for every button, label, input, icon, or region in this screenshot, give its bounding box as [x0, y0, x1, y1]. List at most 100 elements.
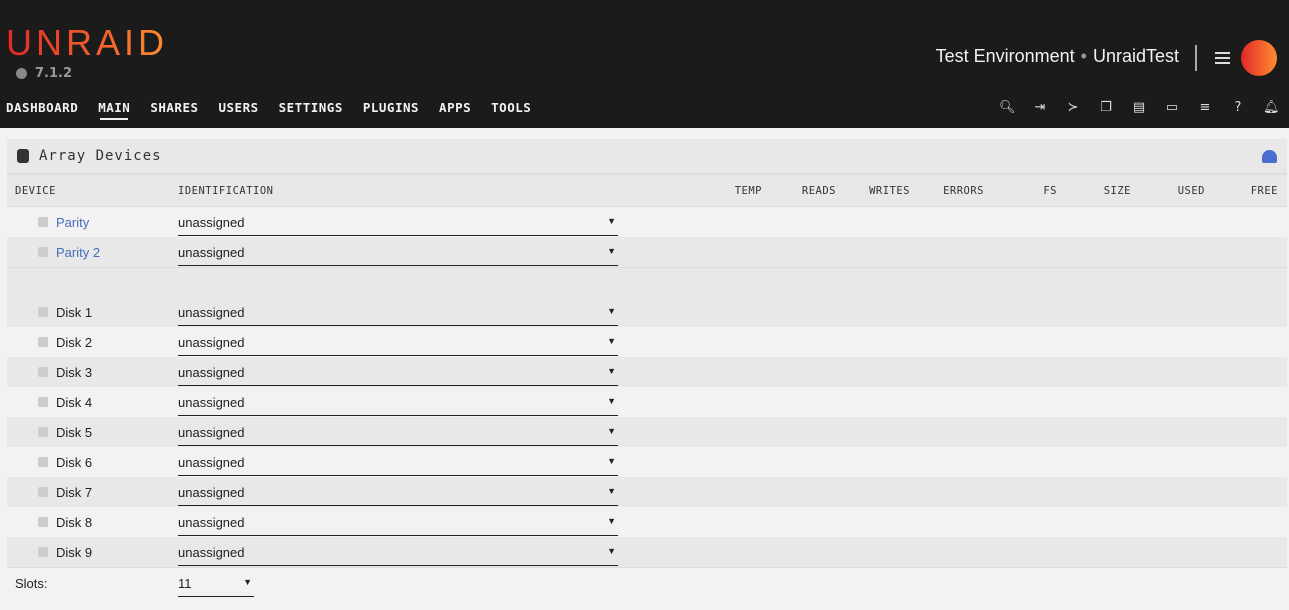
server-description: Test Environment	[935, 46, 1075, 66]
column-reads: READS	[801, 185, 836, 197]
dropdown-arrow-icon: ▼	[607, 426, 616, 436]
nav-main[interactable]: MAIN	[98, 100, 131, 120]
column-device: DEVICE	[15, 185, 56, 197]
device-select-value: unassigned	[178, 305, 245, 320]
device-row: Disk 7 unassigned ▼	[7, 477, 1287, 507]
dropdown-arrow-icon: ▼	[607, 366, 616, 376]
server-name: UnraidTest	[1092, 46, 1179, 66]
device-select-value: unassigned	[178, 545, 245, 560]
status-indicator	[38, 337, 48, 347]
nav-dashboard[interactable]: DASHBOARD	[6, 100, 79, 115]
device-select[interactable]: unassigned ▼	[178, 213, 618, 236]
device-select-value: unassigned	[178, 335, 245, 350]
logout-icon[interactable]: ⇥	[1034, 100, 1046, 115]
device-row: Disk 1 unassigned ▼	[7, 297, 1287, 327]
display-icon[interactable]: ▭	[1165, 100, 1179, 115]
nav-tools[interactable]: TOOLS	[491, 100, 532, 115]
device-name[interactable]: Parity	[56, 215, 90, 230]
avatar[interactable]	[1241, 40, 1277, 76]
status-indicator	[38, 427, 48, 437]
status-indicator	[38, 487, 48, 497]
database-icon	[17, 149, 29, 163]
device-select[interactable]: unassigned ▼	[178, 393, 618, 416]
nav-shares[interactable]: SHARES	[150, 100, 199, 115]
divider	[1195, 45, 1197, 71]
device-row: Disk 2 unassigned ▼	[7, 327, 1287, 357]
device-name: Disk 6	[56, 455, 93, 470]
dropdown-arrow-icon: ▼	[607, 216, 616, 226]
device-name: Disk 1	[56, 305, 93, 320]
device-name: Disk 5	[56, 425, 93, 440]
column-used: USED	[1177, 185, 1205, 197]
column-writes: WRITES	[869, 185, 910, 197]
device-select-value: unassigned	[178, 245, 245, 260]
status-indicator	[38, 367, 48, 377]
slots-label: Slots:	[15, 576, 48, 591]
main-nav: DASHBOARD MAIN SHARES USERS SETTINGS PLUGINS A…	[6, 100, 551, 120]
slots-select[interactable]: 11 ▼	[178, 574, 254, 597]
info-icon	[16, 68, 27, 79]
slots-value: 11	[178, 576, 192, 591]
nav-settings[interactable]: SETTINGS	[278, 100, 343, 115]
device-row: Parity 2 unassigned ▼	[7, 237, 1287, 267]
device-name: Disk 4	[56, 395, 93, 410]
device-select-value: unassigned	[178, 455, 245, 470]
device-select[interactable]: unassigned ▼	[178, 453, 618, 476]
nav-users[interactable]: USERS	[218, 100, 259, 115]
server-info: Test Environment • UnraidTest	[936, 46, 1179, 67]
device-select[interactable]: unassigned ▼	[178, 423, 618, 446]
device-row: Disk 6 unassigned ▼	[7, 447, 1287, 477]
status-indicator	[38, 457, 48, 467]
version-label: 7.1.2	[35, 66, 73, 81]
dropdown-arrow-icon: ▼	[607, 306, 616, 316]
log-icon[interactable]: ≡	[1199, 100, 1211, 115]
version-info[interactable]: 7.1.2	[16, 66, 72, 81]
nav-apps[interactable]: APPS	[439, 100, 472, 115]
device-name: Disk 9	[56, 545, 93, 560]
device-name: Disk 2	[56, 335, 93, 350]
column-fs: FS	[1043, 185, 1057, 197]
device-row: Disk 5 unassigned ▼	[7, 417, 1287, 447]
dashboard-gauge-icon[interactable]	[1262, 150, 1277, 163]
device-select[interactable]: unassigned ▼	[178, 243, 618, 266]
device-select[interactable]: unassigned ▼	[178, 543, 618, 566]
panel-title-bar: Array Devices	[7, 139, 1287, 175]
device-name[interactable]: Parity 2	[56, 245, 101, 260]
column-identification: IDENTIFICATION	[178, 185, 274, 197]
device-select[interactable]: unassigned ▼	[178, 333, 618, 356]
device-select[interactable]: unassigned ▼	[178, 483, 618, 506]
hamburger-menu-icon[interactable]	[1215, 52, 1230, 67]
column-free: FREE	[1250, 185, 1278, 197]
bell-icon[interactable]: 🔔︎	[1263, 100, 1280, 115]
dropdown-arrow-icon: ▼	[607, 516, 616, 526]
column-size: SIZE	[1103, 185, 1131, 197]
device-select-value: unassigned	[178, 425, 245, 440]
help-icon[interactable]: ?	[1234, 100, 1242, 115]
search-icon[interactable]: 🔍︎	[999, 100, 1016, 115]
dropdown-arrow-icon: ▼	[243, 577, 252, 587]
device-select-value: unassigned	[178, 215, 245, 230]
device-select-value: unassigned	[178, 485, 245, 500]
top-header: UNRAID 7.1.2 Test Environment • UnraidTest…	[0, 0, 1289, 128]
device-select[interactable]: unassigned ▼	[178, 303, 618, 326]
copy-icon[interactable]: ❐	[1100, 100, 1112, 115]
status-indicator	[38, 397, 48, 407]
device-select[interactable]: unassigned ▼	[178, 363, 618, 386]
unraid-logo[interactable]: UNRAID	[6, 22, 169, 63]
device-select[interactable]: unassigned ▼	[178, 513, 618, 536]
dropdown-arrow-icon: ▼	[607, 486, 616, 496]
device-row: Disk 8 unassigned ▼	[7, 507, 1287, 537]
device-name: Disk 7	[56, 485, 93, 500]
status-indicator	[38, 247, 48, 257]
feedback-icon[interactable]: ▤	[1132, 100, 1146, 115]
device-name: Disk 8	[56, 515, 93, 530]
toolbar-icons: 🔍︎ ⇥ ≻ ❐ ▤ ▭ ≡? 🔔︎	[999, 100, 1280, 115]
device-name: Disk 3	[56, 365, 93, 380]
terminal-icon[interactable]: ≻	[1067, 100, 1079, 115]
nav-plugins[interactable]: PLUGINS	[362, 100, 420, 115]
status-indicator	[38, 217, 48, 227]
device-row: Disk 3 unassigned ▼	[7, 357, 1287, 387]
spacer-row	[7, 267, 1287, 297]
device-select-value: unassigned	[178, 515, 245, 530]
array-devices-panel: Array Devices DEVICE IDENTIFICATION TEMP RE…	[7, 139, 1287, 597]
